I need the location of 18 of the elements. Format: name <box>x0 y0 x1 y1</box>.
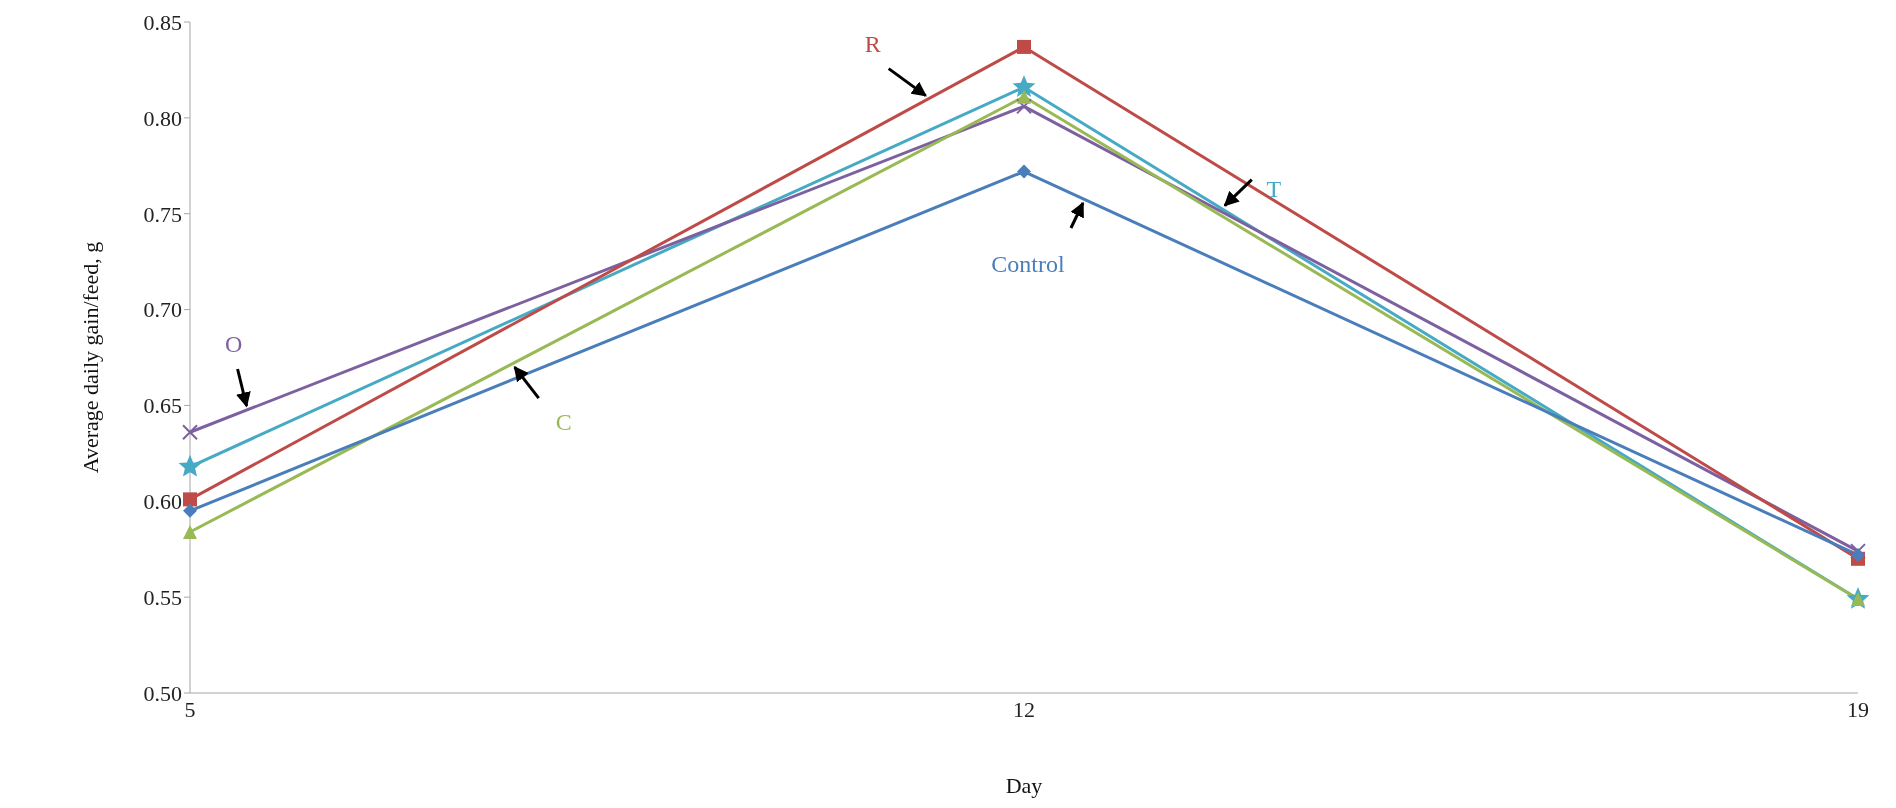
series-label: T <box>1266 176 1282 203</box>
y-tick-label: 0.65 <box>143 393 182 419</box>
y-tick-label: 0.85 <box>143 9 182 35</box>
y-tick-label: 0.50 <box>143 680 182 706</box>
y-tick-label: 0.55 <box>143 584 182 610</box>
y-tick-label: 0.60 <box>143 489 182 515</box>
text: R <box>864 31 881 58</box>
y-tick-label: 0.75 <box>143 201 182 227</box>
x-axis-title: Day <box>1005 773 1043 798</box>
text: Control <box>991 250 1065 277</box>
y-axis-title: Average daily gain/feed, g <box>77 241 103 474</box>
x-tick-label: 12 <box>1013 696 1035 722</box>
x-tick-label: 5 <box>184 696 196 722</box>
y-tick-label: 0.80 <box>143 105 182 131</box>
y-tick-label: 0.70 <box>143 297 182 323</box>
x-tick-label: 19 <box>1847 696 1869 722</box>
text: O <box>224 331 243 358</box>
text: C <box>555 408 572 435</box>
